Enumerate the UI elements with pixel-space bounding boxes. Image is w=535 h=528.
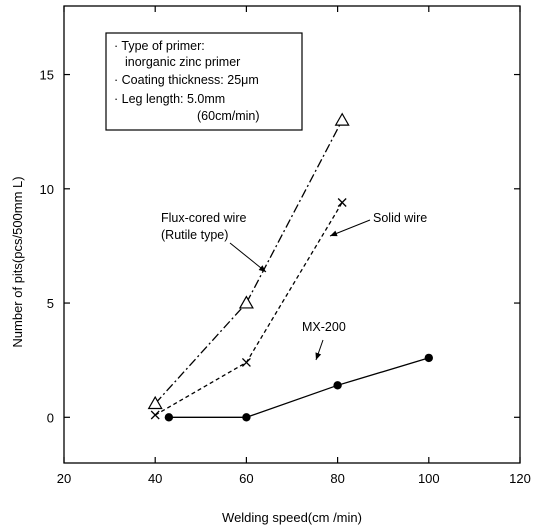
axes	[63, 5, 521, 464]
marker-triangle	[147, 395, 163, 410]
series-line-2	[168, 357, 429, 418]
info-line-5: (60cm/min)	[197, 109, 260, 123]
marker-dot	[242, 413, 251, 422]
marker-x-stroke	[337, 198, 347, 207]
marker-x	[337, 198, 347, 207]
marker-x	[150, 410, 160, 420]
x-tick-label: 80	[330, 471, 344, 486]
series-line-0	[154, 119, 343, 405]
annotation-flux-line2: (Rutile type)	[161, 228, 228, 242]
y-tick-label: 0	[47, 410, 54, 425]
marker-triangle	[334, 112, 350, 126]
marker-dot	[424, 353, 433, 363]
x-axis-label: Welding speed(cm /min)	[222, 510, 362, 525]
tick-labels: 20 40 60 80 100 120 0 5 10 15	[40, 68, 531, 486]
marker-dot	[333, 381, 342, 390]
y-tick-label: 10	[40, 182, 54, 197]
info-line-1: · Type of primer:	[114, 39, 205, 53]
x-tick-label: 40	[148, 471, 162, 486]
annotation-flux-line1: Flux-cored wire	[161, 211, 246, 225]
annotation-mx: MX-200	[302, 320, 346, 334]
info-line-2: inorganic zinc primer	[125, 55, 240, 69]
y-axis-label: Number of pits(pcs/500mm L)	[10, 176, 25, 347]
info-box-frame	[105, 32, 303, 131]
marker-x-stroke	[150, 410, 160, 420]
info-line-3: · Coating thickness: 25μm	[114, 73, 259, 87]
series-layer	[147, 112, 433, 422]
marker-x	[241, 358, 251, 367]
marker-x-stroke	[241, 358, 251, 367]
y-tick-label: 15	[40, 68, 54, 83]
x-tick-label: 20	[57, 471, 71, 486]
plot-frame	[63, 5, 521, 464]
marker-triangle	[238, 295, 254, 309]
leader-flux	[229, 242, 267, 273]
info-box: · Type of primer: inorganic zinc primer …	[105, 32, 303, 131]
x-tick-label: 60	[239, 471, 253, 486]
leader-mx	[315, 339, 324, 361]
x-tick-label: 100	[418, 471, 440, 486]
marker-dot	[164, 413, 174, 422]
leader-solid	[329, 219, 371, 237]
annotation-solid: Solid wire	[373, 211, 427, 225]
info-line-4: · Leg length: 5.0mm	[114, 92, 225, 106]
y-tick-label: 5	[47, 296, 54, 311]
x-tick-label: 120	[509, 471, 531, 486]
